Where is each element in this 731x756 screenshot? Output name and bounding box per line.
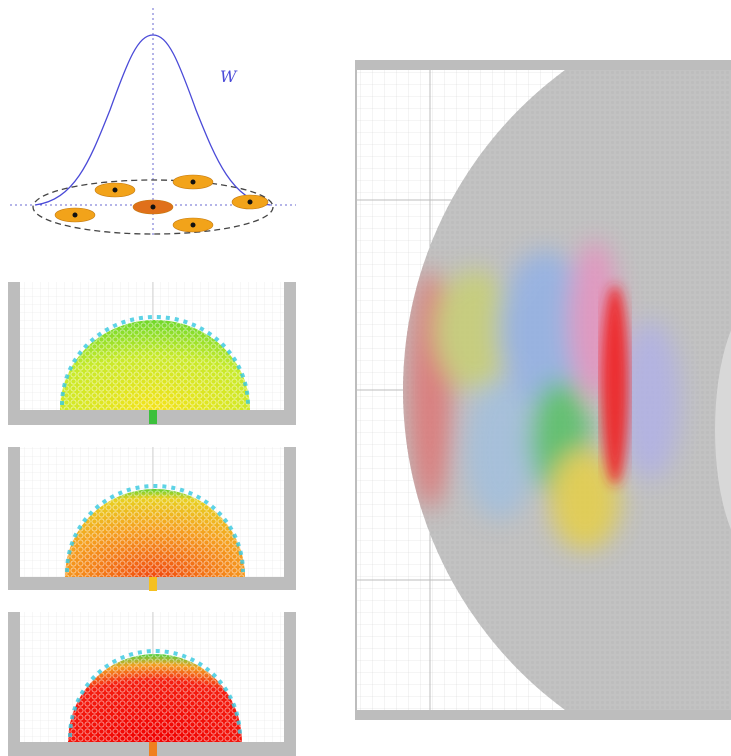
simulation-panel [355,0,731,756]
kernel-label: W [220,67,238,86]
container-1 [8,282,296,425]
page: W [0,0,731,756]
container-2 [8,447,296,591]
figure: W [0,0,731,756]
container-3 [8,612,296,756]
kernel-diagram: W [10,8,296,235]
